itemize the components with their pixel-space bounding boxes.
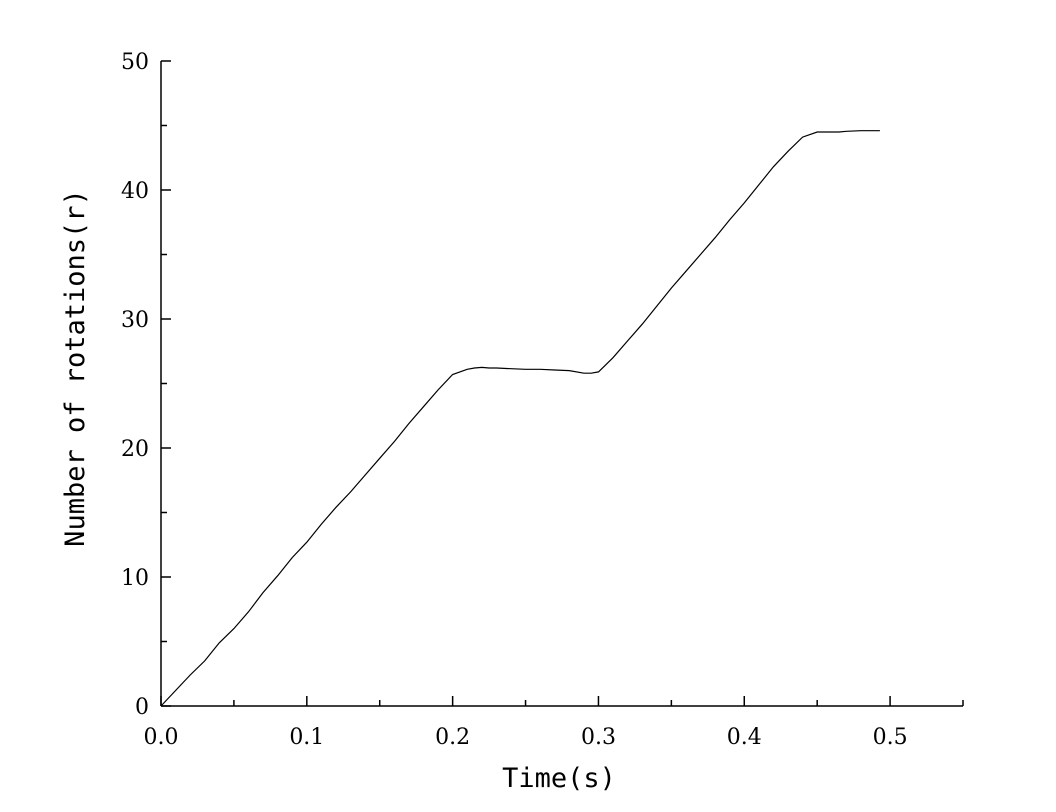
x-tick-label: 0.3 [581,725,616,750]
y-axis-label: Number of rotations(r) [60,189,91,547]
series-layer [160,130,880,707]
x-axis-label: Time(s) [502,763,616,794]
y-tick-label: 50 [121,50,149,75]
y-tick-label: 30 [121,308,149,333]
y-tick-label: 0 [135,695,149,720]
y-tick-label: 40 [121,179,149,204]
x-tick-label: 0.5 [873,725,908,750]
x-tick-label: 0.2 [435,725,470,750]
x-tick-label: 0.1 [289,725,324,750]
y-tick-label: 20 [121,437,149,462]
x-axis: 0.0 0.1 0.2 0.3 0.4 0.5 [144,696,964,750]
y-axis: 0 10 20 30 40 50 [121,50,171,720]
x-tick-label: 0.0 [144,725,179,750]
series-line-0 [160,130,880,707]
y-tick-label: 10 [121,566,149,591]
x-tick-label: 0.4 [727,725,762,750]
